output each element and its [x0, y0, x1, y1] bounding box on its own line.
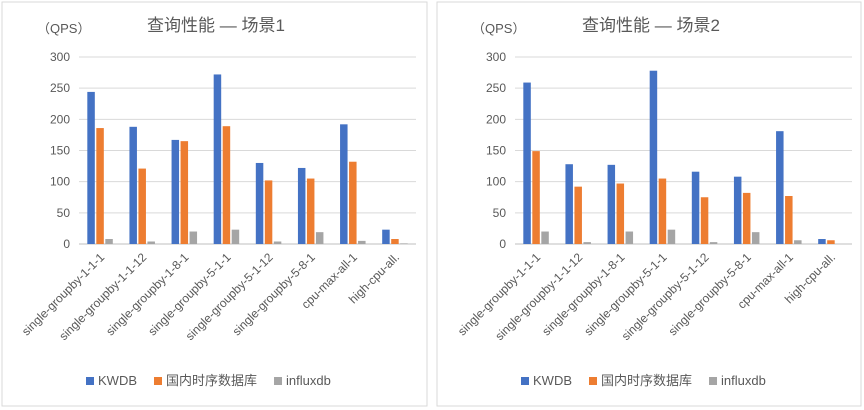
bar-kwdb [382, 229, 390, 244]
bar-kwdb [776, 131, 784, 244]
bar-domestic [532, 151, 540, 244]
bar-kwdb [565, 164, 573, 244]
y-axis-label: （QPS） [37, 21, 90, 36]
y-axis-label: （QPS） [472, 21, 525, 36]
legend-swatch-kwdb [521, 377, 529, 385]
legend-label-kwdb: KWDB [533, 373, 572, 388]
bar-kwdb [523, 82, 531, 244]
chart-scene-1: 查询性能 — 场景1（QPS）050100150200250300single-… [1, 1, 428, 407]
legend-swatch-domestic [589, 377, 597, 385]
y-tick-label: 100 [50, 175, 70, 189]
legend-label-domestic: 国内时序数据库 [166, 373, 257, 388]
bar-domestic [658, 178, 667, 244]
bar-influxdb [751, 232, 760, 244]
y-tick-label: 150 [486, 144, 506, 158]
bar-influxdb [794, 240, 802, 244]
legend-swatch-influxdb [709, 377, 718, 385]
legend-swatch-influxdb [274, 377, 283, 385]
legend-label-influxdb: influxdb [721, 373, 766, 388]
legend-label-domestic: 国内时序数据库 [601, 373, 692, 388]
y-tick-label: 200 [50, 112, 70, 126]
bar-kwdb [213, 74, 222, 244]
bar-kwdb [818, 239, 826, 244]
y-tick-label: 200 [486, 112, 506, 126]
bar-domestic [742, 192, 751, 244]
bar-domestic [349, 161, 357, 244]
bar-influxdb [231, 229, 240, 244]
bar-kwdb [87, 91, 95, 244]
bar-influxdb [667, 229, 676, 244]
y-tick-label: 300 [486, 50, 506, 64]
y-tick-label: 0 [499, 237, 506, 251]
y-tick-label: 100 [486, 175, 506, 189]
bar-domestic [391, 239, 399, 244]
bar-influxdb [105, 239, 113, 244]
bar-domestic [574, 186, 582, 244]
bar-kwdb [340, 124, 348, 244]
bar-influxdb [189, 231, 198, 244]
bar-kwdb [129, 126, 137, 244]
bar-domestic [616, 183, 625, 244]
y-tick-label: 50 [57, 206, 71, 220]
chart-title: 查询性能 — 场景1 [147, 16, 285, 35]
chart-title: 查询性能 — 场景2 [582, 16, 720, 35]
y-tick-label: 50 [493, 206, 507, 220]
bar-influxdb [400, 243, 408, 244]
bar-influxdb [709, 242, 718, 244]
bar-influxdb [583, 242, 591, 244]
legend-swatch-kwdb [86, 377, 94, 385]
bar-influxdb [625, 231, 634, 244]
bar-domestic [700, 197, 709, 244]
legend-swatch-domestic [154, 377, 162, 385]
bar-domestic [264, 180, 273, 244]
bar-domestic [306, 178, 315, 244]
y-tick-label: 150 [50, 144, 70, 158]
bar-kwdb [733, 176, 742, 244]
bar-domestic [180, 141, 189, 244]
bar-influxdb [147, 241, 155, 244]
y-tick-label: 0 [63, 237, 70, 251]
bar-domestic [222, 126, 231, 244]
chart-scene-2: 查询性能 — 场景2（QPS）050100150200250300single-… [436, 1, 862, 407]
y-tick-label: 250 [50, 81, 70, 95]
bar-influxdb [315, 232, 324, 244]
legend-label-kwdb: KWDB [98, 373, 137, 388]
bar-kwdb [607, 164, 616, 244]
y-tick-label: 300 [50, 50, 70, 64]
bar-influxdb [541, 231, 549, 244]
y-tick-label: 250 [486, 81, 506, 95]
bar-domestic [785, 196, 793, 244]
bar-kwdb [297, 167, 306, 244]
bar-influxdb [358, 240, 366, 244]
bar-kwdb [649, 70, 658, 244]
bar-domestic [96, 128, 104, 244]
legend-label-influxdb: influxdb [286, 373, 331, 388]
bar-kwdb [691, 171, 700, 244]
bar-kwdb [171, 139, 180, 244]
bar-kwdb [255, 162, 264, 244]
bar-domestic [827, 240, 835, 244]
bar-influxdb [273, 241, 282, 244]
bar-domestic [138, 168, 146, 244]
